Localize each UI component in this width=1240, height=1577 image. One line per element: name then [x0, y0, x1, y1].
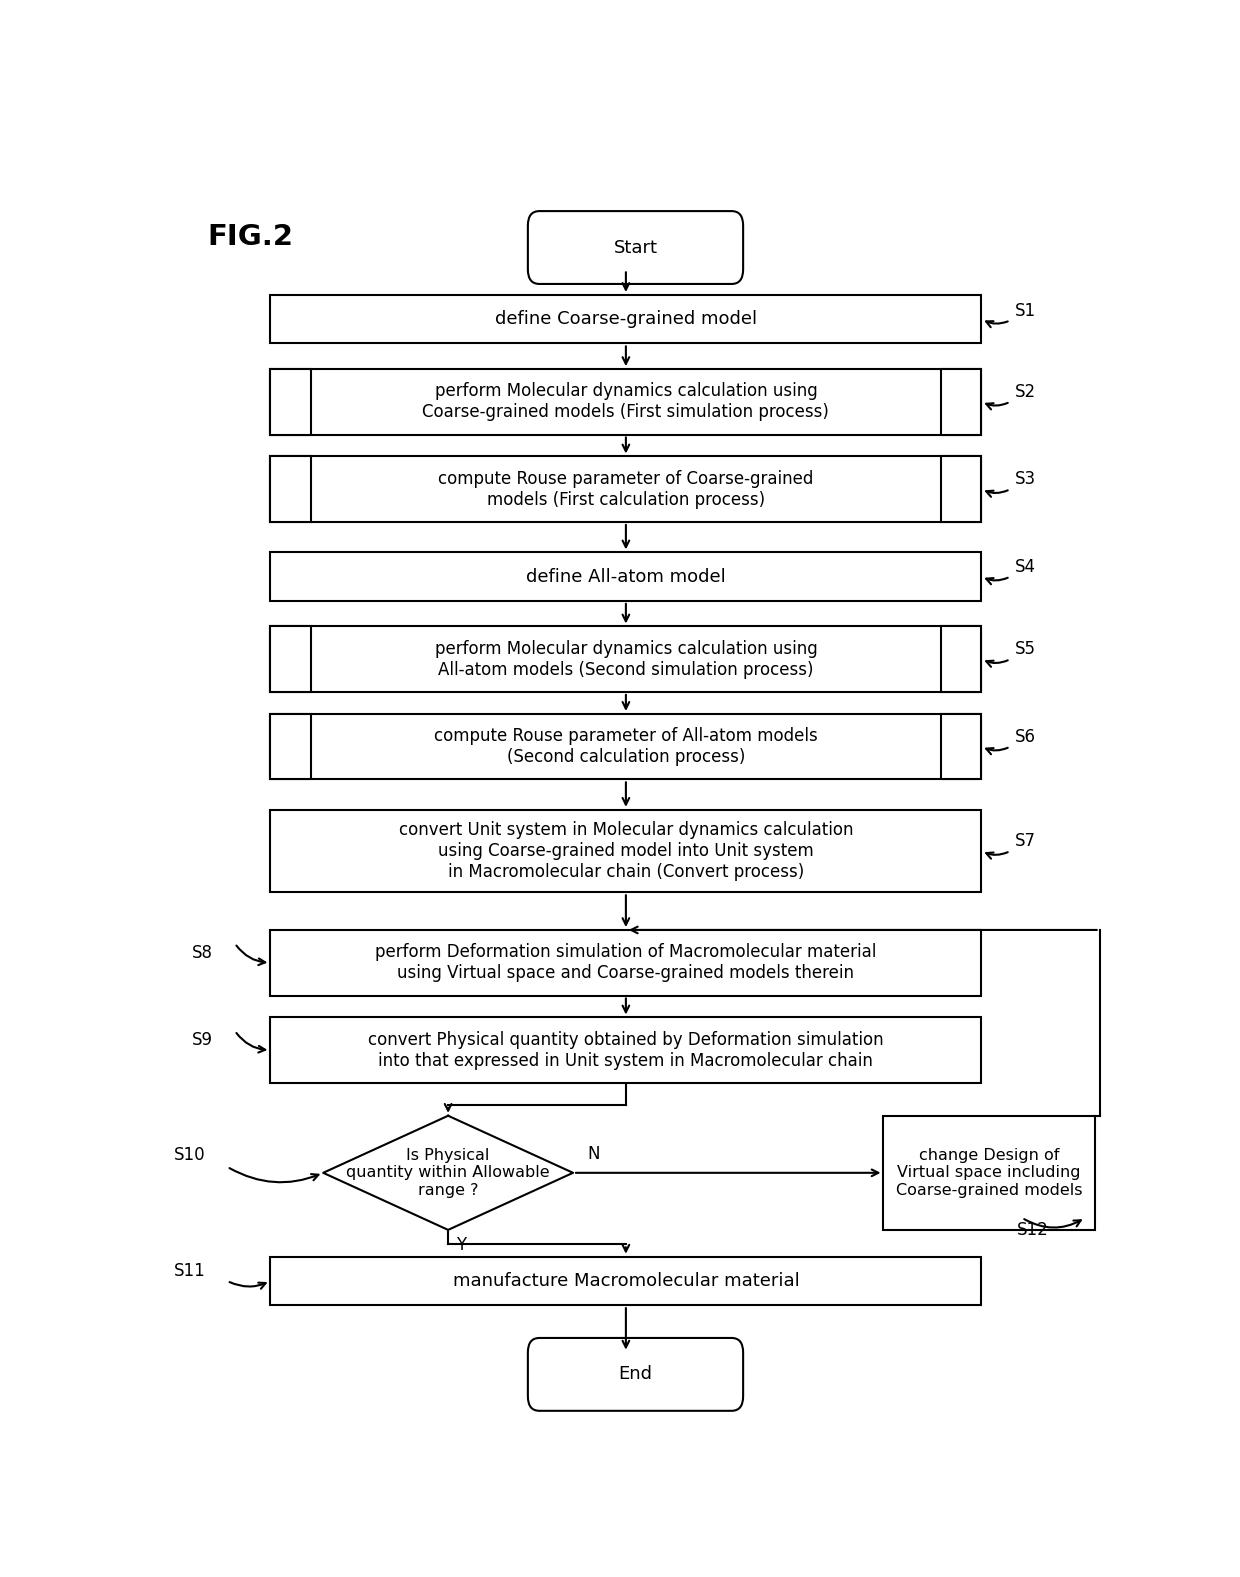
Text: perform Molecular dynamics calculation using
Coarse-grained models (First simula: perform Molecular dynamics calculation u… — [423, 382, 830, 421]
Text: N: N — [588, 1145, 600, 1164]
Bar — [270, 552, 982, 601]
Text: Y: Y — [456, 1236, 466, 1254]
Bar — [270, 295, 982, 344]
Text: manufacture Macromolecular material: manufacture Macromolecular material — [453, 1273, 800, 1290]
Text: S10: S10 — [174, 1145, 206, 1164]
Bar — [270, 1257, 982, 1306]
Bar — [270, 626, 311, 692]
Bar — [270, 369, 982, 435]
Text: S12: S12 — [1017, 1221, 1049, 1240]
Text: S2: S2 — [1016, 383, 1037, 401]
Bar — [883, 1117, 1095, 1230]
Bar — [270, 626, 982, 692]
Text: End: End — [619, 1366, 652, 1383]
Bar — [270, 714, 311, 779]
Text: S1: S1 — [1016, 301, 1037, 320]
Text: compute Rouse parameter of All-atom models
(Second calculation process): compute Rouse parameter of All-atom mode… — [434, 727, 817, 766]
Polygon shape — [324, 1117, 573, 1230]
Bar — [941, 369, 982, 435]
Bar — [941, 626, 982, 692]
Text: Is Physical
quantity within Allowable
range ?: Is Physical quantity within Allowable ra… — [346, 1148, 549, 1197]
Bar — [270, 369, 311, 435]
Bar — [270, 930, 982, 995]
FancyBboxPatch shape — [528, 1337, 743, 1411]
Text: FIG.2: FIG.2 — [208, 224, 294, 251]
Bar — [270, 456, 982, 522]
Text: define All-atom model: define All-atom model — [526, 568, 725, 585]
Text: S11: S11 — [174, 1262, 206, 1281]
Text: compute Rouse parameter of Coarse-grained
models (First calculation process): compute Rouse parameter of Coarse-graine… — [438, 470, 813, 508]
Bar — [270, 714, 982, 779]
Text: S4: S4 — [1016, 558, 1037, 576]
Text: S9: S9 — [191, 1031, 212, 1049]
Text: S3: S3 — [1016, 470, 1037, 489]
Text: change Design of
Virtual space including
Coarse-grained models: change Design of Virtual space including… — [895, 1148, 1083, 1197]
Text: convert Unit system in Molecular dynamics calculation
using Coarse-grained model: convert Unit system in Molecular dynamic… — [398, 822, 853, 882]
Text: perform Molecular dynamics calculation using
All-atom models (Second simulation : perform Molecular dynamics calculation u… — [434, 640, 817, 678]
Bar — [941, 714, 982, 779]
Text: S6: S6 — [1016, 729, 1037, 746]
Bar — [941, 456, 982, 522]
Text: S8: S8 — [191, 945, 212, 962]
Bar — [270, 809, 982, 893]
Text: Start: Start — [614, 238, 657, 257]
FancyBboxPatch shape — [528, 211, 743, 284]
Text: convert Physical quantity obtained by Deformation simulation
into that expressed: convert Physical quantity obtained by De… — [368, 1031, 884, 1069]
Bar — [270, 1017, 982, 1083]
Text: S7: S7 — [1016, 833, 1037, 850]
Bar — [270, 456, 311, 522]
Text: define Coarse-grained model: define Coarse-grained model — [495, 311, 756, 328]
Text: S5: S5 — [1016, 640, 1037, 659]
Text: perform Deformation simulation of Macromolecular material
using Virtual space an: perform Deformation simulation of Macrom… — [376, 943, 877, 982]
